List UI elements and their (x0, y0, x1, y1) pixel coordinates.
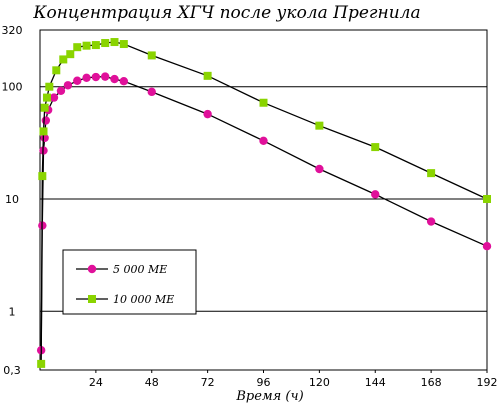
data-point (101, 39, 110, 48)
y-tick-label: 0,3 (3, 364, 21, 377)
data-point (91, 41, 100, 50)
data-point (73, 43, 82, 52)
data-point (42, 93, 51, 102)
y-tick-label: 10 (5, 193, 19, 206)
x-tick-label: 144 (365, 376, 386, 389)
legend-item: 5 000 МЕ (76, 263, 167, 276)
data-point (38, 172, 47, 181)
data-point (100, 72, 110, 81)
data-point (147, 51, 156, 60)
data-point (110, 38, 119, 47)
data-point (482, 241, 492, 251)
legend: 5 000 МЕ 10 000 МЕ (62, 249, 197, 315)
data-point (39, 127, 48, 136)
legend-marker (87, 264, 97, 274)
data-point (41, 116, 51, 125)
data-point (66, 50, 75, 59)
data-point (315, 121, 324, 130)
data-point (119, 40, 128, 49)
data-point (203, 71, 212, 80)
data-point (45, 82, 54, 91)
x-axis-label: Время (ч) (235, 389, 303, 404)
series-layer (36, 38, 492, 368)
data-point (91, 72, 101, 82)
legend-label: 5 000 МЕ (113, 263, 167, 276)
x-tick-label: 192 (477, 376, 498, 389)
data-point (56, 86, 66, 95)
data-point (63, 81, 73, 90)
data-point (203, 109, 212, 119)
series-line (40, 41, 488, 364)
data-point (147, 87, 156, 97)
chart-title: Концентрация ХГЧ после укола Прегнила (32, 3, 420, 23)
legend-box (62, 249, 197, 315)
data-point (427, 169, 436, 178)
x-axis-ticks: 24 48 72 96 120 144 168 192 (89, 370, 498, 389)
legend-label: 10 000 МЕ (113, 293, 174, 306)
data-point (49, 93, 59, 102)
legend-item: 10 000 МЕ (76, 293, 174, 306)
x-tick-label: 72 (201, 376, 215, 389)
y-tick-label: 1 (9, 305, 16, 318)
data-point (371, 190, 380, 199)
data-point (52, 66, 61, 75)
data-point (259, 98, 268, 107)
data-point (315, 164, 324, 174)
data-point (119, 76, 129, 86)
x-tick-label: 24 (89, 376, 103, 389)
x-tick-label: 120 (309, 376, 330, 389)
data-point (73, 76, 82, 85)
data-point (259, 136, 268, 145)
data-point (426, 217, 436, 226)
data-point (82, 73, 91, 83)
data-point (59, 55, 68, 64)
series-2 (37, 38, 491, 368)
y-tick-label: 100 (2, 81, 23, 94)
x-tick-label: 168 (421, 376, 442, 389)
y-tick-label: 320 (2, 24, 23, 37)
data-point (371, 143, 380, 152)
data-point (110, 74, 119, 84)
legend-marker (88, 295, 96, 303)
x-tick-label: 96 (257, 376, 271, 389)
y-axis-ticks: 0,3 1 10 100 320 (2, 24, 23, 377)
data-point (82, 41, 91, 50)
x-tick-label: 48 (145, 376, 159, 389)
data-point (40, 103, 49, 112)
data-point (37, 359, 46, 368)
data-point (40, 133, 49, 143)
plot-frame (39, 29, 488, 371)
data-point (483, 195, 491, 204)
